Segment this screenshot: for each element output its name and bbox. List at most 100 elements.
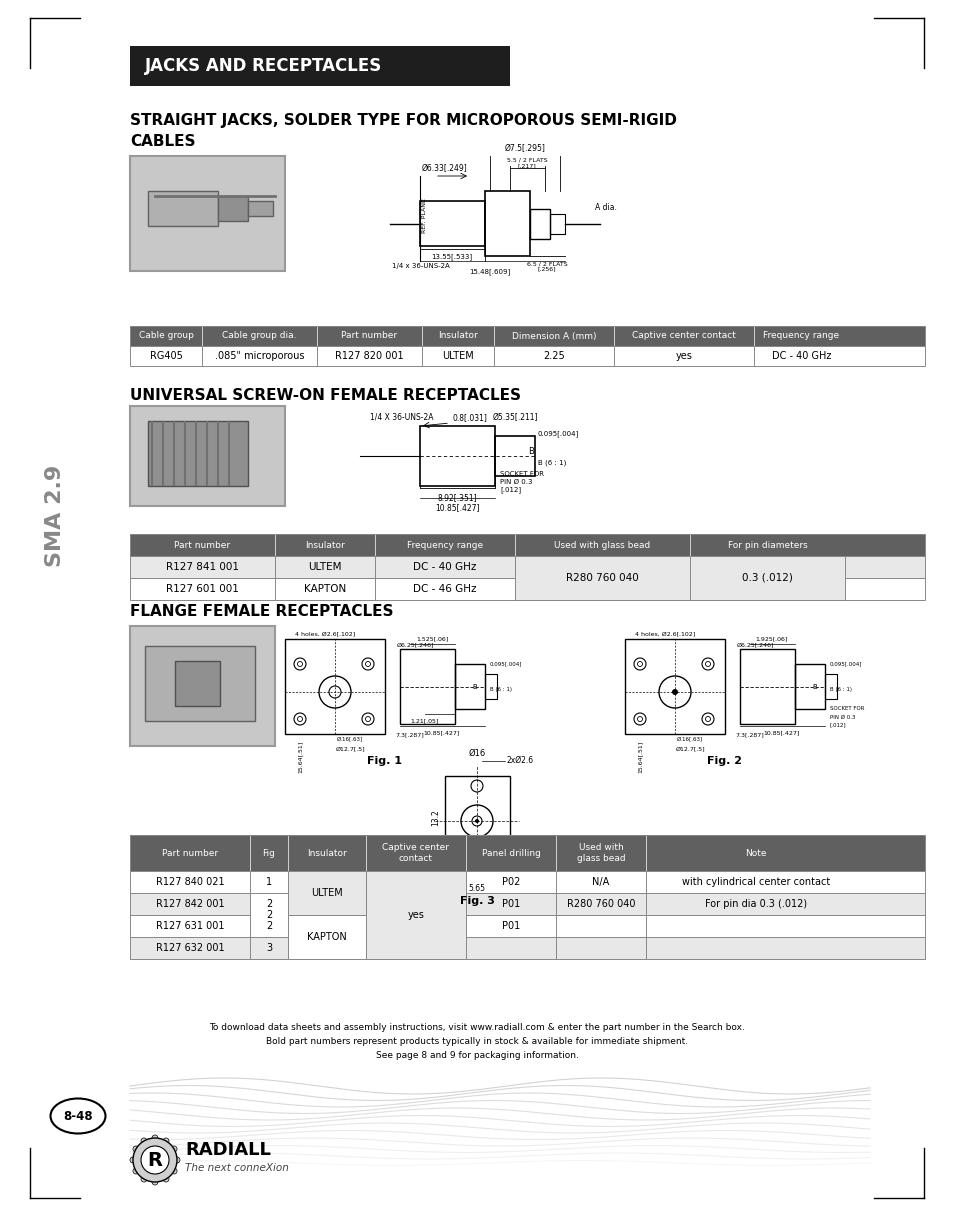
Text: [.217]: [.217] bbox=[517, 163, 536, 168]
Bar bbox=[218, 196, 248, 221]
Ellipse shape bbox=[51, 1098, 106, 1133]
Text: DC - 40 GHz: DC - 40 GHz bbox=[771, 351, 830, 361]
Circle shape bbox=[671, 689, 678, 696]
Text: Ø.16[.63]: Ø.16[.63] bbox=[677, 736, 702, 741]
Circle shape bbox=[171, 1145, 177, 1152]
Text: 2: 2 bbox=[266, 921, 272, 931]
Text: SMA 2.9: SMA 2.9 bbox=[45, 465, 65, 567]
Circle shape bbox=[163, 1138, 169, 1144]
Text: Dimension A (mm): Dimension A (mm) bbox=[511, 332, 596, 340]
Text: yes: yes bbox=[675, 351, 692, 361]
Text: 2: 2 bbox=[266, 899, 272, 910]
Text: Frequency range: Frequency range bbox=[762, 332, 839, 340]
Text: KAPTON: KAPTON bbox=[307, 931, 347, 942]
Text: 4 holes, Ø2.6[.102]: 4 holes, Ø2.6[.102] bbox=[294, 631, 355, 636]
Text: [.256]: [.256] bbox=[537, 266, 556, 271]
Text: RADIALL: RADIALL bbox=[185, 1141, 271, 1159]
Text: 7.3[.287]: 7.3[.287] bbox=[735, 732, 763, 737]
Circle shape bbox=[132, 1169, 139, 1173]
Text: R127 631 001: R127 631 001 bbox=[155, 921, 224, 931]
Bar bbox=[130, 534, 924, 556]
Bar bbox=[288, 871, 366, 914]
Bar bbox=[495, 437, 535, 475]
Text: PIN Ø 0.3: PIN Ø 0.3 bbox=[499, 479, 532, 485]
Text: 4 holes, Ø2.6[.102]: 4 holes, Ø2.6[.102] bbox=[635, 631, 695, 636]
Text: KAPTON: KAPTON bbox=[304, 584, 346, 593]
Circle shape bbox=[144, 713, 156, 724]
Bar bbox=[455, 664, 484, 709]
Text: N/A: N/A bbox=[592, 877, 609, 886]
Text: 1: 1 bbox=[266, 877, 272, 886]
Text: Ø5.35[.211]: Ø5.35[.211] bbox=[492, 413, 537, 422]
Text: 0.095[.004]: 0.095[.004] bbox=[537, 430, 578, 438]
Bar bbox=[515, 556, 689, 599]
Text: 2.25: 2.25 bbox=[542, 351, 564, 361]
Text: R280 760 040: R280 760 040 bbox=[566, 899, 635, 910]
Text: 15.64[.51]: 15.64[.51] bbox=[297, 741, 302, 773]
Text: 10.85[.427]: 10.85[.427] bbox=[763, 730, 800, 734]
Text: Ø6.25[.246]: Ø6.25[.246] bbox=[736, 642, 773, 647]
Text: 15.64[.51]: 15.64[.51] bbox=[637, 741, 641, 773]
Text: To download data sheets and assembly instructions, visit www.radiall.com & enter: To download data sheets and assembly ins… bbox=[209, 1024, 744, 1032]
Text: 0.095[.004]: 0.095[.004] bbox=[829, 662, 862, 666]
Text: Insulator: Insulator bbox=[305, 540, 345, 550]
Bar bbox=[130, 914, 924, 938]
Text: STRAIGHT JACKS, SOLDER TYPE FOR MICROPOROUS SEMI-RIGID: STRAIGHT JACKS, SOLDER TYPE FOR MICROPOR… bbox=[130, 113, 677, 129]
Text: Fig. 3: Fig. 3 bbox=[459, 896, 494, 906]
Circle shape bbox=[152, 1135, 158, 1141]
Text: ULTEM: ULTEM bbox=[441, 351, 474, 361]
Text: P01: P01 bbox=[501, 921, 519, 931]
Text: 2: 2 bbox=[266, 910, 272, 921]
Text: JACKS AND RECEPTACLES: JACKS AND RECEPTACLES bbox=[145, 57, 382, 75]
Text: R127 820 001: R127 820 001 bbox=[335, 351, 403, 361]
Text: Insulator: Insulator bbox=[307, 849, 347, 857]
Text: R127 842 001: R127 842 001 bbox=[155, 899, 224, 910]
Bar bbox=[130, 46, 510, 86]
Bar bbox=[130, 893, 924, 914]
Text: R280 760 040: R280 760 040 bbox=[565, 573, 639, 582]
Text: Note: Note bbox=[744, 849, 766, 857]
Bar bbox=[824, 674, 836, 699]
Text: REF. PLANE: REF. PLANE bbox=[421, 198, 427, 233]
Text: 1.21[.05]: 1.21[.05] bbox=[411, 717, 438, 724]
Text: Panel drilling: Panel drilling bbox=[481, 849, 539, 857]
Text: SOCKET FOR: SOCKET FOR bbox=[499, 471, 543, 477]
Bar bbox=[130, 156, 285, 271]
Text: Captive center contact: Captive center contact bbox=[632, 332, 735, 340]
Bar bbox=[148, 191, 218, 226]
Text: 7.3[.287]: 7.3[.287] bbox=[395, 732, 424, 737]
Bar bbox=[130, 556, 924, 578]
Text: DC - 40 GHz: DC - 40 GHz bbox=[413, 562, 476, 572]
Text: SOCKET FOR: SOCKET FOR bbox=[829, 706, 863, 711]
Text: with cylindrical center contact: with cylindrical center contact bbox=[681, 877, 829, 886]
Circle shape bbox=[130, 1156, 136, 1162]
Text: Bold part numbers represent products typically in stock & available for immediat: Bold part numbers represent products typ… bbox=[266, 1037, 687, 1047]
Text: FLANGE FEMALE RECEPTACLES: FLANGE FEMALE RECEPTACLES bbox=[130, 603, 393, 619]
Text: R127 601 001: R127 601 001 bbox=[166, 584, 238, 593]
Bar bbox=[248, 201, 273, 216]
Bar bbox=[285, 638, 385, 734]
Text: Fig. 2: Fig. 2 bbox=[707, 756, 741, 766]
Text: Ø6.25[.246]: Ø6.25[.246] bbox=[395, 642, 434, 647]
Bar bbox=[399, 649, 455, 724]
Bar bbox=[250, 893, 288, 938]
Text: 15.48[.609]: 15.48[.609] bbox=[469, 268, 510, 275]
Text: Ø6.33[.249]: Ø6.33[.249] bbox=[421, 164, 467, 173]
Bar bbox=[148, 421, 248, 486]
Bar bbox=[145, 646, 254, 721]
Text: 10.85[.427]: 10.85[.427] bbox=[423, 730, 459, 734]
Bar bbox=[130, 347, 924, 366]
Circle shape bbox=[182, 669, 212, 699]
Bar bbox=[130, 406, 285, 506]
Text: 3: 3 bbox=[266, 942, 272, 953]
Bar bbox=[130, 835, 924, 871]
Text: R: R bbox=[148, 1150, 162, 1170]
Text: Fig: Fig bbox=[262, 849, 275, 857]
Circle shape bbox=[141, 1176, 147, 1182]
Circle shape bbox=[144, 648, 156, 660]
Text: 1.925[.06]: 1.925[.06] bbox=[755, 636, 787, 641]
Text: [.012]: [.012] bbox=[499, 486, 520, 494]
Circle shape bbox=[475, 820, 478, 823]
Text: 1/4 x 36-UNS-2A: 1/4 x 36-UNS-2A bbox=[392, 263, 449, 269]
Text: 1.525[.06]: 1.525[.06] bbox=[416, 636, 448, 641]
